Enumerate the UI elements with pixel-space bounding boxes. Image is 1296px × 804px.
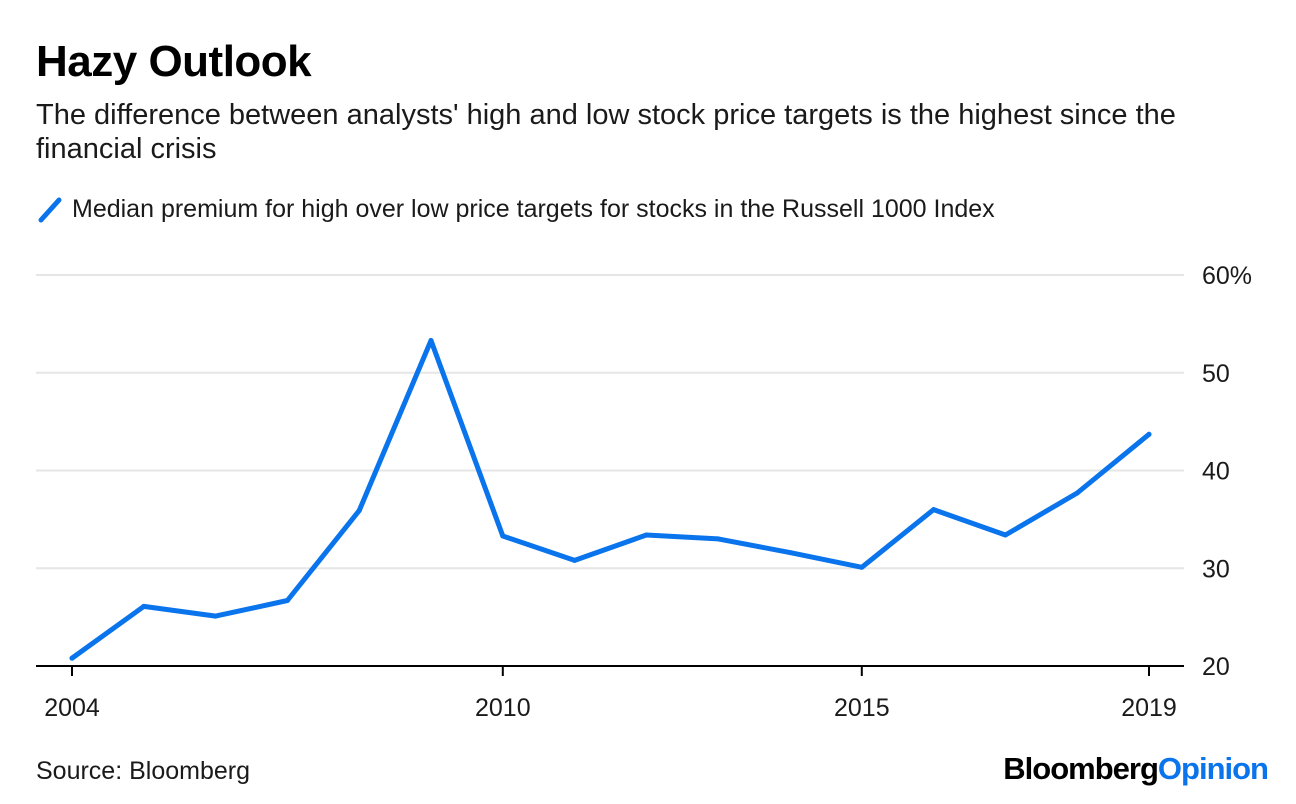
data-point xyxy=(787,550,793,556)
legend-label: Median premium for high over low price t… xyxy=(72,194,995,223)
data-point xyxy=(643,532,649,538)
data-point xyxy=(141,603,147,609)
y-tick-label: 20 xyxy=(1202,653,1230,681)
chart-subtitle: The difference between analysts' high an… xyxy=(36,99,1176,165)
axis-layer xyxy=(36,665,1184,676)
label-layer: 20 30 40 50 60% 2004 2010 2015 2019 xyxy=(44,262,1252,722)
grid-layer xyxy=(36,274,1184,570)
brand-name: Bloomberg xyxy=(1003,751,1159,786)
y-tick-label: 60% xyxy=(1202,262,1252,290)
data-point xyxy=(859,564,865,570)
data-point xyxy=(356,508,362,514)
data-point xyxy=(500,533,506,539)
data-point xyxy=(213,613,219,619)
data-point xyxy=(428,337,434,343)
source-note: Source: Bloomberg xyxy=(36,757,251,785)
data-point xyxy=(1002,532,1008,538)
x-tick-label: 2019 xyxy=(1121,694,1177,722)
data-point xyxy=(572,557,578,563)
data-point xyxy=(931,507,937,513)
series-line xyxy=(69,338,1152,661)
data-point xyxy=(1146,431,1152,437)
data-point xyxy=(1074,490,1080,496)
legend: Median premium for high over low price t… xyxy=(36,194,995,224)
brand-section: Opinion xyxy=(1157,751,1269,786)
y-tick-label: 30 xyxy=(1202,555,1230,583)
y-tick-label: 50 xyxy=(1202,360,1230,388)
chart-title: Hazy Outlook xyxy=(36,37,312,86)
x-tick-label: 2015 xyxy=(834,694,890,722)
data-point xyxy=(284,598,290,604)
x-tick-label: 2010 xyxy=(475,694,531,722)
data-point xyxy=(69,655,75,661)
bloomberg-opinion-logo: BloombergOpinion xyxy=(1003,751,1269,786)
series-layer xyxy=(69,337,1152,661)
data-point xyxy=(715,536,721,542)
legend-line-icon xyxy=(38,197,62,223)
y-tick-label: 40 xyxy=(1202,458,1230,486)
x-tick-label: 2004 xyxy=(44,694,100,722)
